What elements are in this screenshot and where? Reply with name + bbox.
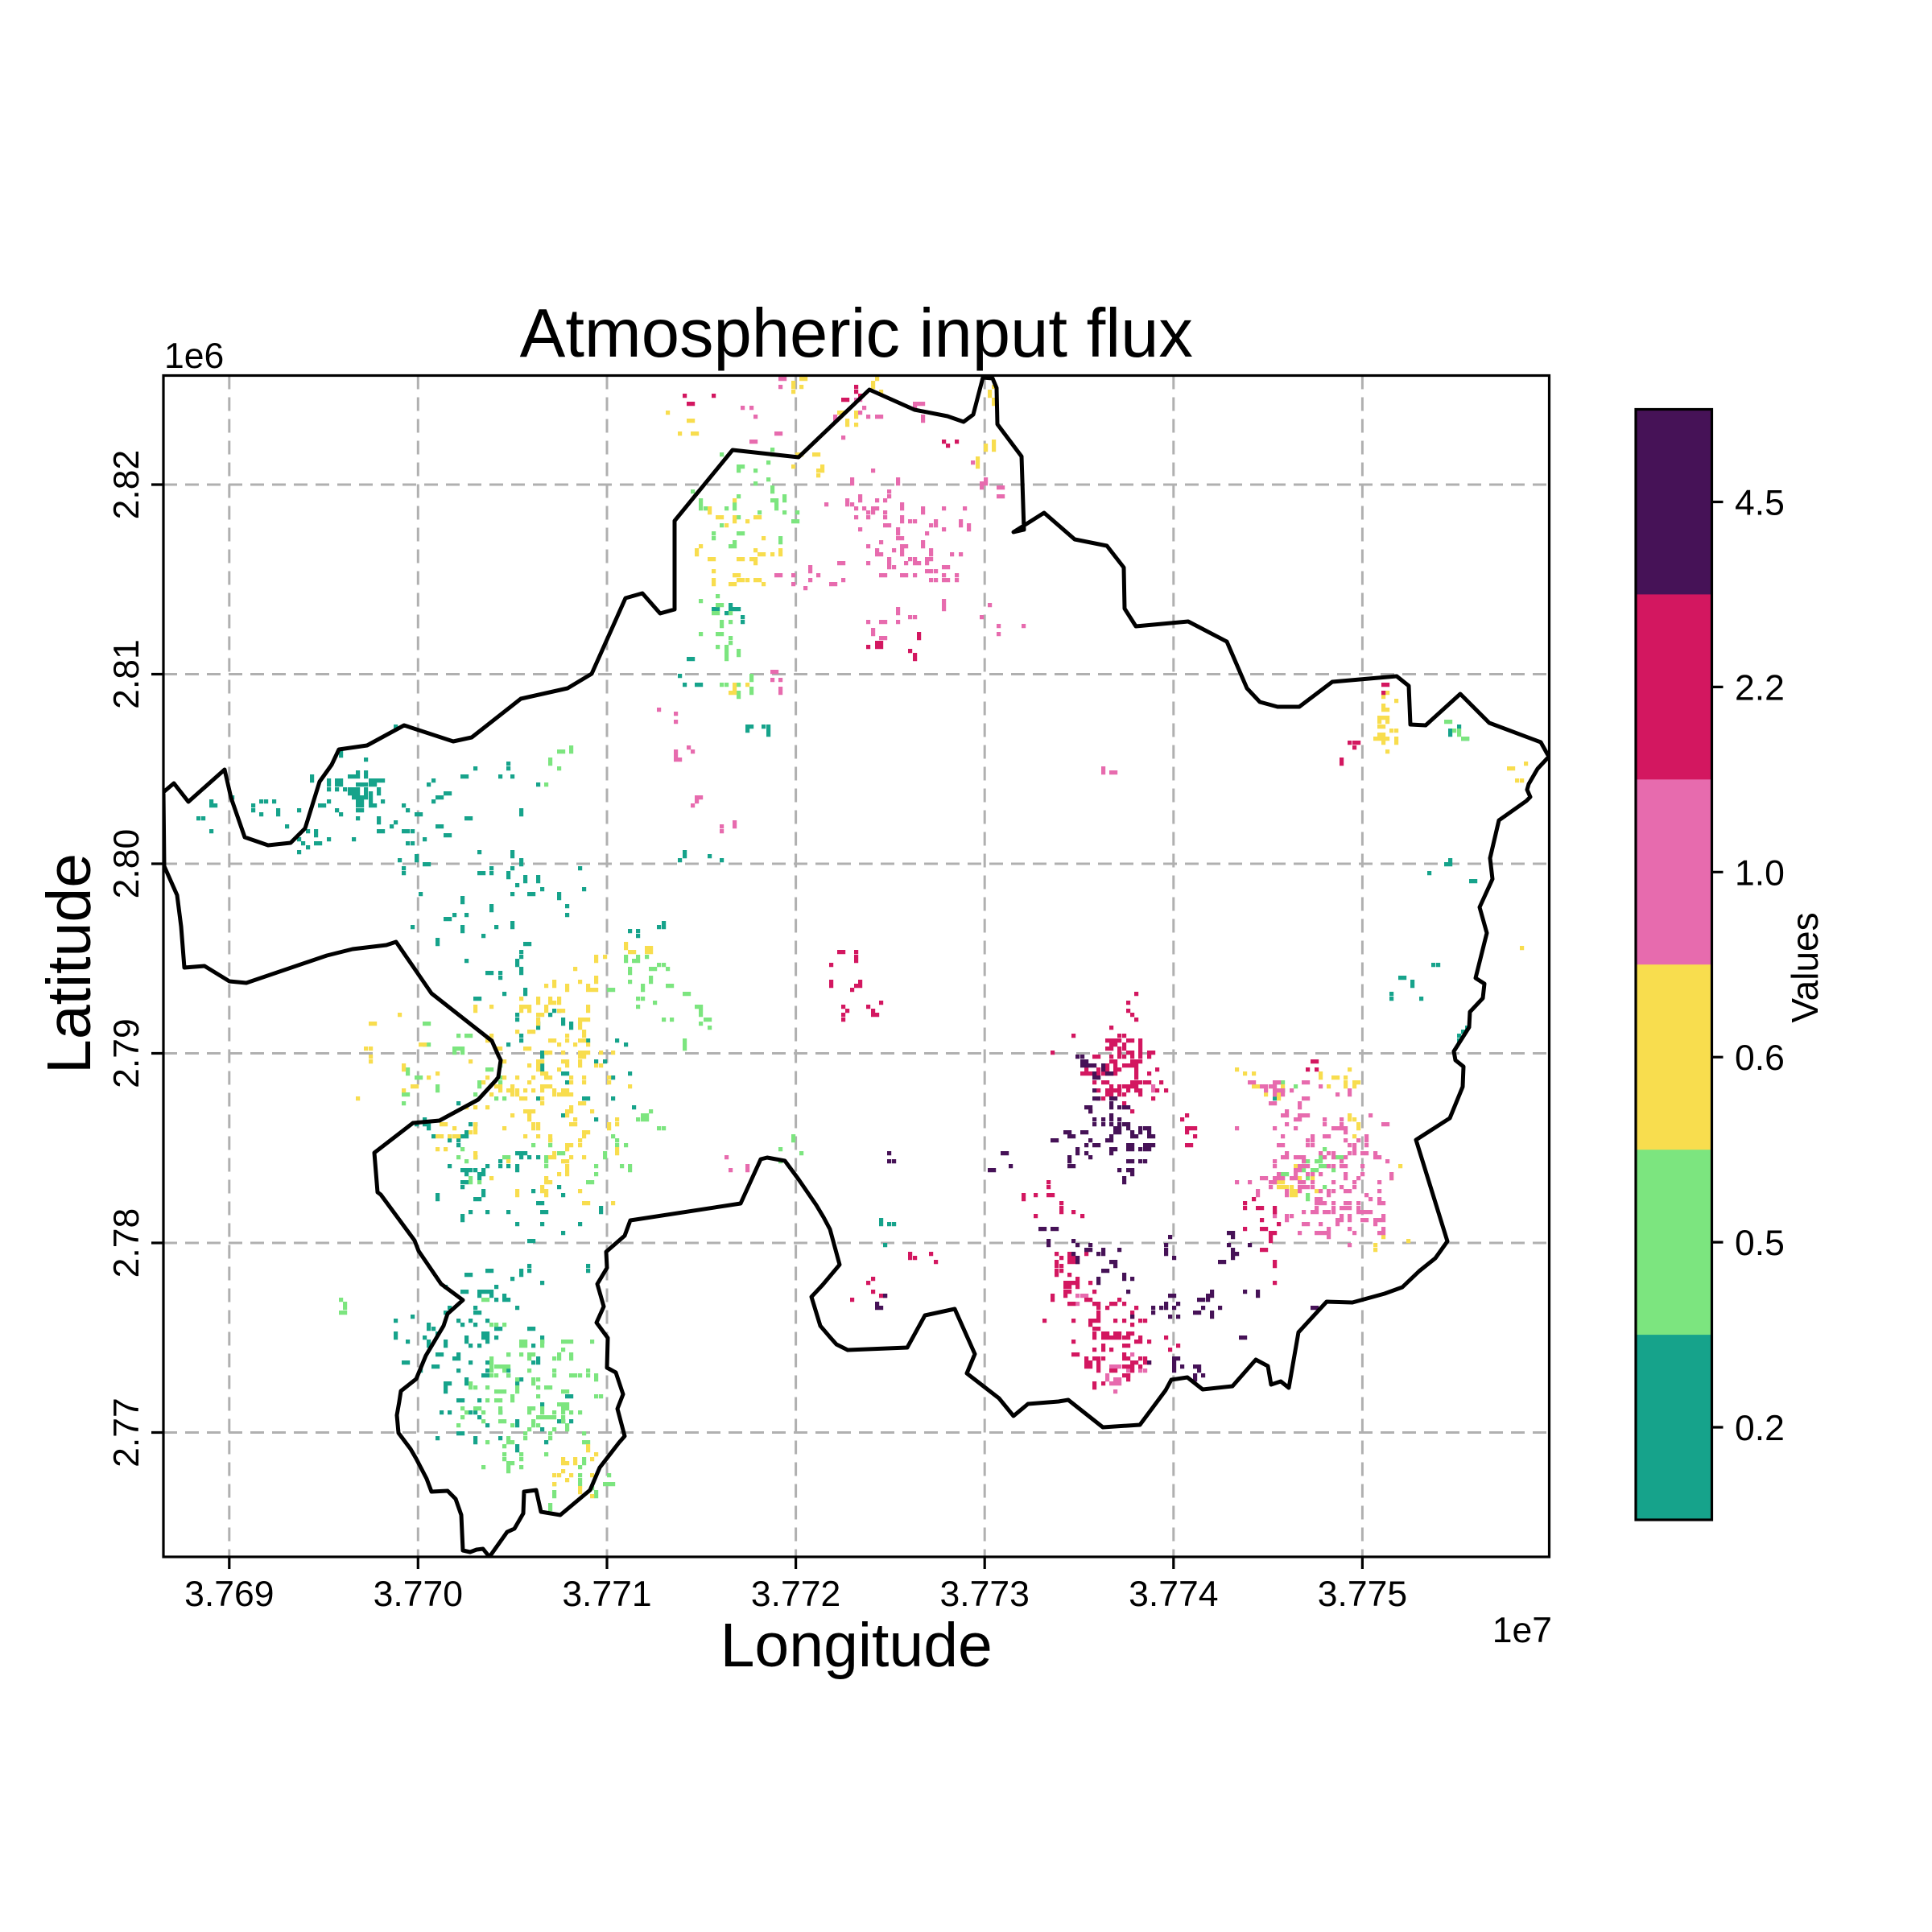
svg-text:Latitude: Latitude bbox=[35, 853, 104, 1074]
svg-text:3.769: 3.769 bbox=[184, 1575, 274, 1614]
svg-text:1e7: 1e7 bbox=[1492, 1611, 1552, 1650]
svg-text:Longitude: Longitude bbox=[720, 1611, 993, 1680]
svg-text:3.773: 3.773 bbox=[940, 1575, 1030, 1614]
svg-text:2.82: 2.82 bbox=[107, 450, 147, 520]
svg-text:3.775: 3.775 bbox=[1318, 1575, 1407, 1614]
svg-text:3.774: 3.774 bbox=[1129, 1575, 1218, 1614]
svg-text:2.77: 2.77 bbox=[107, 1397, 147, 1468]
svg-text:0.2: 0.2 bbox=[1735, 1409, 1785, 1448]
svg-text:Values: Values bbox=[1784, 912, 1826, 1022]
svg-text:3.771: 3.771 bbox=[562, 1575, 651, 1614]
svg-text:2.79: 2.79 bbox=[107, 1018, 147, 1088]
svg-text:3.772: 3.772 bbox=[751, 1575, 840, 1614]
svg-text:2.81: 2.81 bbox=[107, 639, 147, 709]
svg-text:3.770: 3.770 bbox=[374, 1575, 463, 1614]
svg-text:2.2: 2.2 bbox=[1735, 668, 1785, 708]
svg-text:1e6: 1e6 bbox=[164, 336, 224, 376]
svg-text:2.80: 2.80 bbox=[107, 829, 147, 899]
svg-text:4.5: 4.5 bbox=[1735, 484, 1785, 523]
svg-text:2.78: 2.78 bbox=[107, 1208, 147, 1278]
svg-text:0.5: 0.5 bbox=[1735, 1224, 1785, 1263]
svg-text:Atmospheric input flux: Atmospheric input flux bbox=[520, 295, 1193, 372]
svg-text:1.0: 1.0 bbox=[1735, 853, 1785, 893]
svg-text:0.6: 0.6 bbox=[1735, 1038, 1785, 1078]
